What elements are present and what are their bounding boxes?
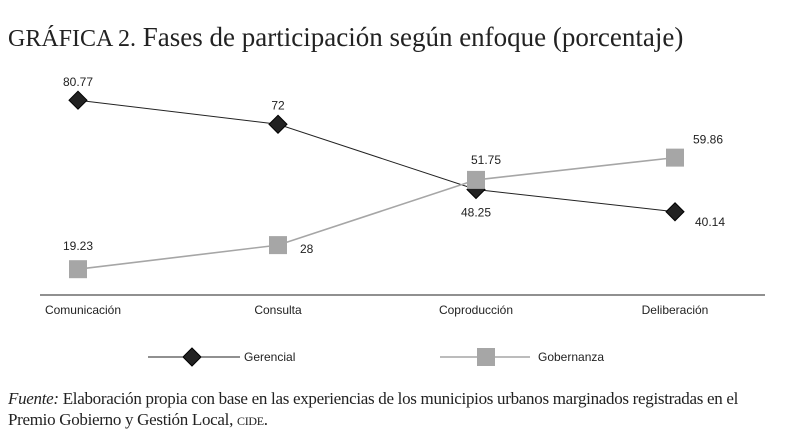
data-label: 72 bbox=[271, 98, 285, 112]
data-label: 40.14 bbox=[695, 215, 725, 229]
data-point-gobernanza bbox=[69, 260, 87, 279]
series-line-gobernanza bbox=[77, 156, 676, 270]
data-label: 80.77 bbox=[63, 75, 93, 89]
legend-label: Gerencial bbox=[244, 350, 295, 364]
data-point-gerencial bbox=[268, 114, 288, 134]
legend-marker-gobernanza bbox=[477, 348, 495, 366]
x-tick-label: Coproducción bbox=[439, 303, 513, 317]
chart-title: GRÁFICA 2. Fases de participación según … bbox=[8, 22, 683, 53]
data-point-gobernanza bbox=[467, 170, 485, 189]
source-org: cide bbox=[237, 410, 264, 429]
source-text: Elaboración propia con base en las exper… bbox=[8, 389, 739, 429]
data-label: 59.86 bbox=[693, 133, 723, 147]
data-point-gerencial bbox=[68, 90, 88, 110]
x-tick-label: Comunicación bbox=[45, 303, 121, 317]
source-label: Fuente: bbox=[8, 389, 59, 408]
title-text: Fases de participación según enfoque (po… bbox=[142, 22, 684, 52]
data-point-gerencial bbox=[665, 202, 685, 222]
x-tick-label: Deliberación bbox=[642, 303, 709, 317]
source-note: Fuente: Elaboración propia con base en l… bbox=[8, 388, 788, 430]
data-label: 28 bbox=[300, 242, 314, 256]
source-end: . bbox=[263, 410, 268, 429]
series-line-gerencial bbox=[77, 99, 676, 213]
figure-label: GRÁFICA 2. bbox=[8, 26, 137, 52]
legend-label: Gobernanza bbox=[538, 350, 604, 364]
data-label: 19.23 bbox=[63, 239, 93, 253]
x-tick-label: Consulta bbox=[254, 303, 302, 317]
data-label: 48.25 bbox=[461, 206, 491, 220]
data-point-gobernanza bbox=[269, 236, 287, 255]
data-label: 51.75 bbox=[471, 153, 501, 167]
legend-marker-gerencial bbox=[182, 347, 202, 367]
data-point-gobernanza bbox=[666, 148, 684, 167]
